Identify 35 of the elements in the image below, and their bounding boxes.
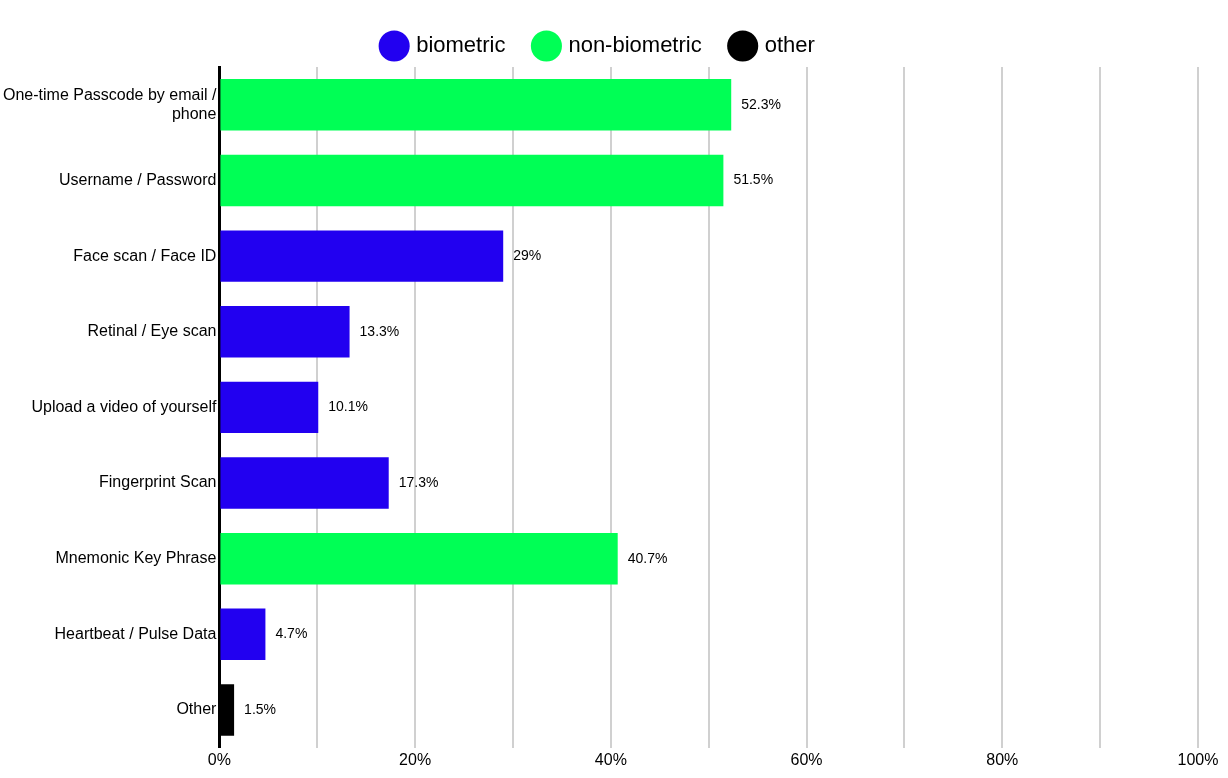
x-tick-label: 80%: [986, 750, 1019, 768]
legend-label: other: [764, 32, 815, 58]
data-label: 10.1%: [328, 398, 368, 415]
bar: [220, 532, 618, 585]
y-tick-label: One-time Passcode by email / phone: [3, 85, 217, 122]
x-tick-label: 20%: [399, 750, 432, 768]
y-tick-label: Username / Password: [59, 170, 217, 188]
bar: [220, 608, 266, 661]
legend-label: biometric: [416, 32, 506, 58]
y-tick-label: Fingerprint Scan: [99, 473, 217, 491]
y-tick-label: Other: [176, 700, 218, 718]
bar: [220, 306, 350, 358]
bar: [220, 154, 724, 207]
data-label: 17.3%: [398, 473, 439, 490]
x-tick-label: 0%: [207, 750, 231, 768]
y-tick-label: Mnemonic Key Phrase: [55, 549, 217, 567]
data-label: 29%: [513, 246, 542, 263]
y-tick-label: Upload a video of yourself: [31, 397, 217, 415]
legend-label: non-biometric: [568, 32, 702, 58]
bar: [220, 457, 389, 509]
x-tick-label: 60%: [790, 750, 823, 768]
data-label: 4.7%: [275, 625, 308, 642]
x-tick-label: 100%: [1177, 750, 1219, 768]
y-tick-label: Retinal / Eye scan: [87, 322, 217, 340]
data-label: 1.5%: [244, 700, 277, 717]
y-tick-label: Face scan / Face ID: [73, 246, 217, 264]
bar: [220, 230, 504, 282]
bar: [220, 381, 319, 434]
x-tick-label: 40%: [594, 750, 627, 768]
bar: [220, 79, 732, 131]
data-label: 40.7%: [627, 549, 668, 566]
data-label: 13.3%: [359, 322, 400, 339]
data-label: 51.5%: [733, 171, 774, 188]
data-label: 52.3%: [741, 95, 781, 112]
y-tick-label: Heartbeat / Pulse Data: [54, 624, 217, 642]
